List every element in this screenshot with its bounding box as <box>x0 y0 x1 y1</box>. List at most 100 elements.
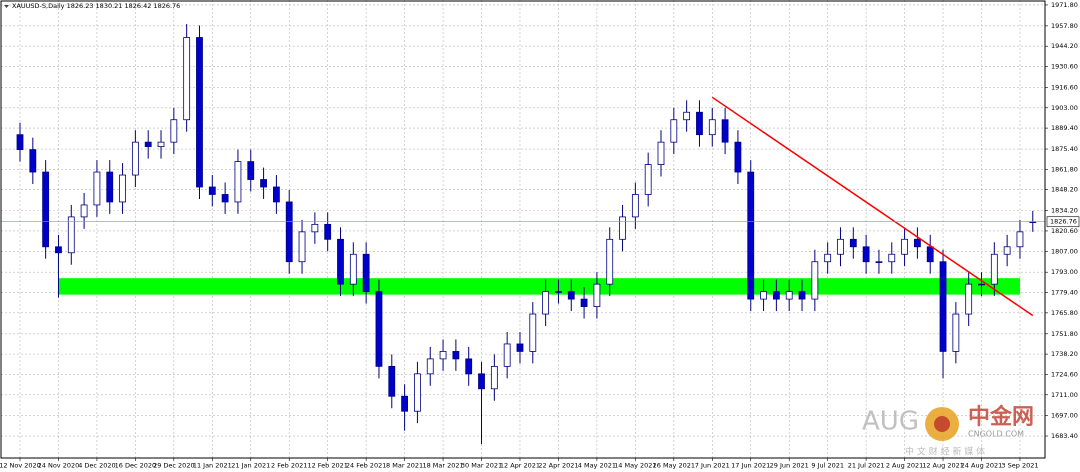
candle-body <box>901 238 908 255</box>
y-tick-label: 1889.40 <box>1051 124 1078 132</box>
support-zone <box>58 278 1020 295</box>
candle-body <box>939 261 947 352</box>
chart-title: XAUUSD-S,Daily 1826.23 1830.21 1826.42 1… <box>12 2 180 10</box>
candle-body <box>490 365 498 390</box>
candle-body <box>952 313 960 352</box>
candle-body <box>260 179 267 188</box>
candle-body <box>926 246 934 263</box>
candle-body <box>349 253 357 285</box>
x-tick-label: 29 Dec 2020 <box>153 462 195 470</box>
y-tick-label: 1711.00 <box>1051 391 1078 399</box>
candle-body <box>183 37 191 121</box>
y-tick-label: 1751.80 <box>1051 330 1078 338</box>
candle-body <box>990 253 998 285</box>
x-tick-label: 21 Jul 2021 <box>848 462 885 470</box>
candle-body <box>196 37 203 188</box>
candle-body <box>542 291 550 315</box>
candle-body <box>567 291 575 300</box>
candle-body <box>529 313 537 352</box>
x-tick-label: 21 Jan 2021 <box>231 462 270 470</box>
watermark-site: CNGOLD.COM <box>968 430 1024 439</box>
candle-body <box>824 253 832 263</box>
candle-body <box>119 174 126 203</box>
candle-body <box>285 201 293 263</box>
candle-body <box>272 186 280 203</box>
candle-body <box>106 171 114 203</box>
x-tick-label: 12 Nov 2020 <box>0 462 41 470</box>
x-tick-label: 17 Jun 2021 <box>731 462 770 470</box>
x-tick-label: 9 Jul 2021 <box>811 462 844 470</box>
candle-body <box>670 119 678 143</box>
candle-body <box>516 343 524 352</box>
candle-body <box>708 119 716 136</box>
y-tick-label: 1848.20 <box>1051 186 1078 194</box>
x-tick-label: 3 Sep 2021 <box>1001 462 1038 470</box>
x-tick-label: 14 May 2021 <box>614 462 656 470</box>
candle-body <box>324 223 332 240</box>
candle-body <box>619 216 626 240</box>
x-tick-label: 18 Mar 2021 <box>422 462 463 470</box>
candle-body <box>965 283 973 315</box>
y-tick-label: 1683.40 <box>1051 432 1078 440</box>
y-tick-label: 1930.60 <box>1051 63 1078 71</box>
x-tick-label: 26 May 2021 <box>653 462 695 470</box>
y-tick-label: 1834.20 <box>1051 207 1078 215</box>
last-price-label: 1826.76 <box>1050 218 1077 226</box>
candle-body <box>721 119 729 143</box>
candle-body <box>734 141 742 173</box>
y-tick-label: 1765.80 <box>1051 309 1078 317</box>
x-tick-label: 12 Apr 2021 <box>500 462 540 470</box>
candle-body <box>503 343 511 367</box>
y-tick-label: 1875.40 <box>1051 145 1078 153</box>
y-tick-label: 1738.20 <box>1051 350 1078 358</box>
candle-body <box>93 171 101 206</box>
candle-body <box>798 291 806 300</box>
candle-body <box>683 111 691 121</box>
candle-body <box>439 351 447 360</box>
trendline <box>711 96 1034 317</box>
x-tick-label: 24 Aug 2021 <box>961 462 1003 470</box>
x-tick-label: 30 Mar 2021 <box>461 462 502 470</box>
candle-body <box>785 291 793 300</box>
watermark-text: AUG <box>862 407 919 437</box>
title-icon <box>4 5 9 8</box>
x-tick-label: 12 Aug 2021 <box>922 462 964 470</box>
candle-body <box>298 231 306 263</box>
candle-body <box>862 246 870 263</box>
x-tick-label: 24 Feb 2021 <box>346 462 386 470</box>
x-tick-label: 2 Feb 2021 <box>271 462 307 470</box>
candle-body <box>888 253 896 263</box>
candle-body <box>875 261 883 263</box>
candle-body <box>631 194 639 218</box>
candle-body <box>580 298 588 307</box>
watermark-slogan: 中 文 财 经 新 媒 体 <box>905 446 985 458</box>
grid <box>1 0 1045 458</box>
x-tick-label: 8 Mar 2021 <box>386 462 423 470</box>
plot-frame <box>0 0 1046 459</box>
x-tick-label: 12 Feb 2021 <box>307 462 347 470</box>
candle-body <box>247 161 255 180</box>
x-tick-label: 22 Apr 2021 <box>538 462 578 470</box>
y-tick-label: 1903.00 <box>1051 104 1078 112</box>
y-tick-label: 1957.80 <box>1051 22 1078 30</box>
candle-body <box>465 358 473 375</box>
candle-body <box>144 141 152 148</box>
y-tick-label: 1861.80 <box>1051 165 1078 173</box>
y-tick-label: 1916.60 <box>1051 83 1078 91</box>
watermark-logo-inner <box>934 416 950 432</box>
candle-body <box>234 161 242 203</box>
candle-body <box>388 365 396 397</box>
candle-body <box>311 223 319 233</box>
last-price-box <box>1046 216 1080 228</box>
y-tick-label: 1697.00 <box>1051 412 1078 420</box>
candle-body <box>811 261 819 300</box>
x-tick-label: 2 Aug 2021 <box>886 462 924 470</box>
candle-body <box>657 141 665 165</box>
candle-body <box>593 283 601 307</box>
candle-body <box>747 171 755 300</box>
x-tick-label: 11 Jan 2021 <box>193 462 232 470</box>
candle-body <box>760 291 767 300</box>
